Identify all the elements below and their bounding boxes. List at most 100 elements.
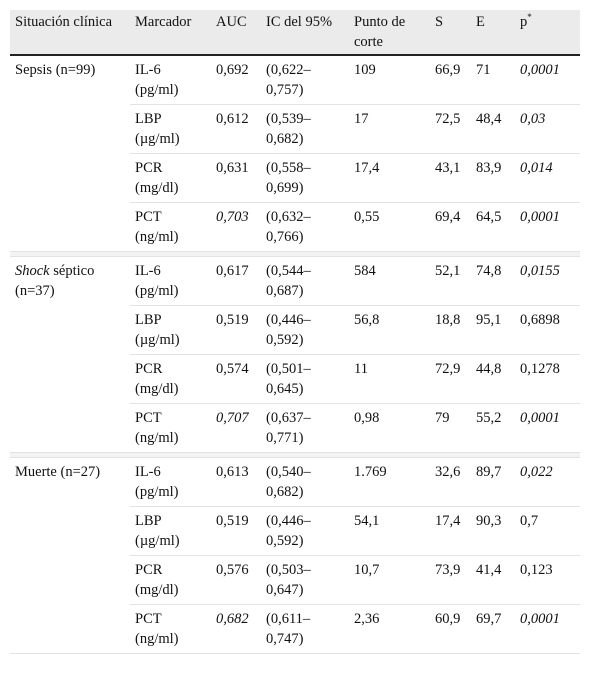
marker-unit: (µg/ml) (135, 131, 180, 147)
cell-marcador: LBP (µg/ml) (130, 305, 211, 355)
separator-cell (471, 251, 515, 257)
cell-punto-corte: 17 (349, 104, 430, 154)
cell-situacion (10, 202, 130, 252)
cell-e: 90,3 (471, 506, 515, 556)
cell-marcador: LBP (µg/ml) (130, 506, 211, 556)
cell-situacion (10, 355, 130, 404)
header-punto-corte: Punto de corte (349, 10, 430, 56)
marker-unit: (pg/ml) (135, 283, 179, 299)
auc-table: Situación clínica Marcador AUC IC del 95… (10, 10, 580, 654)
cell-s: 72,9 (430, 354, 471, 404)
header-p-footnote-mark: * (527, 12, 532, 23)
cell-p: 0,123 (515, 555, 580, 605)
cell-marcador: PCT (ng/ml) (130, 202, 211, 252)
cell-situacion (10, 556, 130, 605)
cell-s: 18,8 (430, 305, 471, 355)
cell-ic: (0,501– 0,645) (261, 354, 349, 404)
table-header: Situación clínica Marcador AUC IC del 95… (10, 10, 580, 56)
cell-e: 41,4 (471, 555, 515, 605)
cell-ic: (0,611– 0,747) (261, 604, 349, 654)
cell-punto-corte: 56,8 (349, 305, 430, 355)
cell-auc: 0,519 (211, 506, 261, 556)
table-row: LBP (µg/ml) 0,519 (0,446– 0,592) 54,1 17,4 90,3… (10, 506, 580, 556)
group-label: Sepsis (n=99) (15, 62, 96, 78)
cell-marcador: IL-6 (pg/ml) (130, 256, 211, 306)
marker-name: LBP (135, 312, 162, 328)
cell-p: 0,022 (515, 457, 580, 507)
cell-ic: (0,539– 0,682) (261, 104, 349, 154)
table-row: PCT (ng/ml) 0,682 (0,611– 0,747) 2,36 60,9 69,7… (10, 604, 580, 654)
cell-s: 73,9 (430, 555, 471, 605)
table-body: Sepsis (n=99) IL-6 (pg/ml) 0,692 (0,622– 0,75… (10, 55, 580, 654)
marker-name: PCT (135, 209, 162, 225)
cell-marcador: PCR (mg/dl) (130, 354, 211, 404)
header-p: p* (515, 10, 580, 56)
cell-p: 0,0001 (515, 55, 580, 105)
ic-lower: (0,446– (266, 513, 311, 529)
separator-cell (430, 452, 471, 458)
marker-name: LBP (135, 111, 162, 127)
cell-s: 60,9 (430, 604, 471, 654)
marker-unit: (mg/dl) (135, 582, 179, 598)
separator-cell (211, 452, 261, 458)
cell-punto-corte: 584 (349, 256, 430, 306)
header-auc: AUC (211, 10, 261, 56)
cell-e: 83,9 (471, 153, 515, 203)
table-row: LBP (µg/ml) 0,519 (0,446– 0,592) 56,8 18,8 95,1… (10, 305, 580, 355)
cell-situacion (10, 154, 130, 203)
ic-upper: 0,757) (266, 82, 304, 98)
cell-s: 32,6 (430, 457, 471, 507)
ic-lower: (0,540– (266, 464, 311, 480)
cell-auc: 0,519 (211, 305, 261, 355)
cell-e: 95,1 (471, 305, 515, 355)
cell-p: 0,1278 (515, 354, 580, 404)
cell-auc: 0,682 (211, 604, 261, 654)
cell-s: 79 (430, 403, 471, 453)
cell-ic: (0,544– 0,687) (261, 256, 349, 306)
separator-cell (261, 452, 349, 458)
ic-upper: 0,592) (266, 332, 304, 348)
separator-cell (130, 452, 211, 458)
cell-punto-corte: 54,1 (349, 506, 430, 556)
cell-ic: (0,632– 0,766) (261, 202, 349, 252)
cell-situacion (10, 105, 130, 154)
cell-s: 72,5 (430, 104, 471, 154)
cell-p: 0,0001 (515, 403, 580, 453)
cell-punto-corte: 109 (349, 55, 430, 105)
header-row: Situación clínica Marcador AUC IC del 95… (10, 10, 580, 56)
cell-auc: 0,707 (211, 403, 261, 453)
cell-s: 69,4 (430, 202, 471, 252)
cell-auc: 0,613 (211, 457, 261, 507)
cell-auc: 0,576 (211, 555, 261, 605)
marker-name: PCR (135, 160, 163, 176)
ic-upper: 0,682) (266, 131, 304, 147)
ic-lower: (0,544– (266, 263, 311, 279)
marker-unit: (ng/ml) (135, 631, 179, 647)
group-label-italic: Shock (15, 263, 50, 279)
header-ic: IC del 95% (261, 10, 349, 56)
separator-cell (261, 251, 349, 257)
ic-upper: 0,645) (266, 381, 304, 397)
cell-e: 55,2 (471, 403, 515, 453)
header-e: E (471, 10, 515, 56)
cell-auc: 0,617 (211, 256, 261, 306)
table-row: PCT (ng/ml) 0,703 (0,632– 0,766) 0,55 69,4 64,5… (10, 202, 580, 252)
ic-upper: 0,647) (266, 582, 304, 598)
cell-ic: (0,446– 0,592) (261, 506, 349, 556)
cell-marcador: PCR (mg/dl) (130, 555, 211, 605)
cell-p: 0,6898 (515, 305, 580, 355)
ic-lower: (0,611– (266, 611, 311, 627)
separator-cell (515, 251, 580, 257)
separator-cell (515, 452, 580, 458)
cell-marcador: LBP (µg/ml) (130, 104, 211, 154)
marker-name: LBP (135, 513, 162, 529)
ic-lower: (0,622– (266, 62, 311, 78)
ic-lower: (0,558– (266, 160, 311, 176)
header-marcador: Marcador (130, 10, 211, 56)
cell-auc: 0,612 (211, 104, 261, 154)
separator-cell (10, 452, 130, 458)
marker-unit: (ng/ml) (135, 229, 179, 245)
cell-marcador: PCT (ng/ml) (130, 604, 211, 654)
cell-ic: (0,503– 0,647) (261, 555, 349, 605)
ic-lower: (0,501– (266, 361, 311, 377)
